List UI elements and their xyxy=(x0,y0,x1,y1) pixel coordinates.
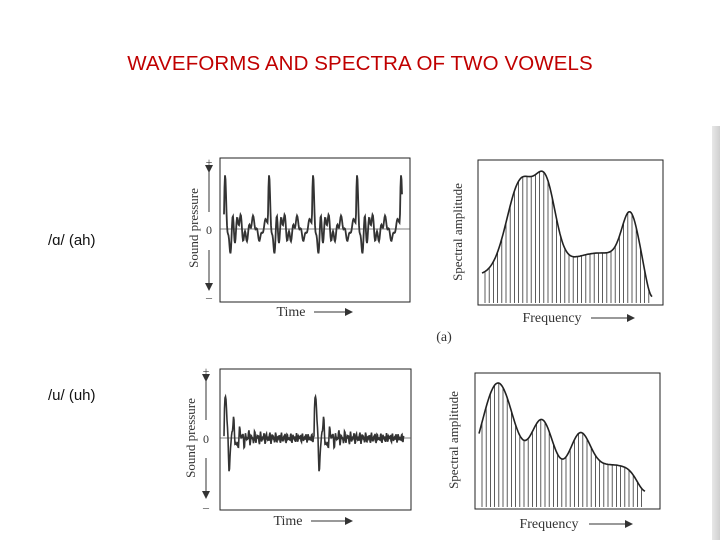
scan-edge xyxy=(712,126,720,540)
x-axis-label-uh: Time xyxy=(273,514,302,529)
vowel-label-ah: /ɑ/ (ah) xyxy=(48,232,96,249)
vowel-label-uh: /u/ (uh) xyxy=(48,387,96,404)
minus-sign-uh: – xyxy=(202,500,210,514)
spectrum-x-label-ah: Frequency xyxy=(522,311,581,326)
x-axis-label-ah: Time xyxy=(276,305,305,320)
spectrum-envelope-ah xyxy=(481,170,653,298)
plus-sign-ah: + xyxy=(206,155,213,169)
zero-label-uh: 0 xyxy=(203,432,209,446)
spectrum-y-label-uh: Spectral amplitude xyxy=(446,391,461,489)
spectrum-panel-uh: Spectral amplitude Frequency xyxy=(446,372,661,532)
spectrum-x-label-uh: Frequency xyxy=(519,517,578,532)
minus-sign-ah: – xyxy=(205,290,213,304)
spectrum-frame-ah xyxy=(477,159,664,306)
waveform-frame-ah xyxy=(219,157,411,303)
spectrum-y-label-ah: Spectral amplitude xyxy=(450,183,465,281)
plus-sign-uh: + xyxy=(203,364,210,378)
waveform-frame-uh xyxy=(219,368,412,511)
spectrum-frame-uh xyxy=(474,372,661,510)
waveform-trace-ah xyxy=(223,175,403,254)
spectrum-lines-ah xyxy=(484,171,650,303)
spectrum-panel-ah: Spectral amplitude Frequency (a) xyxy=(436,159,664,345)
spectrum-envelope-uh xyxy=(478,382,646,492)
panel-caption-a: (a) xyxy=(436,330,452,345)
y-axis-label-ah: Sound pressure xyxy=(186,188,201,268)
zero-label-ah: 0 xyxy=(206,223,212,237)
spectrum-lines-uh xyxy=(481,383,642,507)
waveform-panel-uh: + 0 – Sound pressure Time xyxy=(183,364,412,529)
waveform-panel-ah: + 0 – Sound pressure Time xyxy=(186,155,411,320)
slide-title: WAVEFORMS AND SPECTRA OF TWO VOWELS xyxy=(127,52,593,75)
waveform-trace-uh xyxy=(223,393,405,472)
y-axis-label-uh: Sound pressure xyxy=(183,398,198,478)
